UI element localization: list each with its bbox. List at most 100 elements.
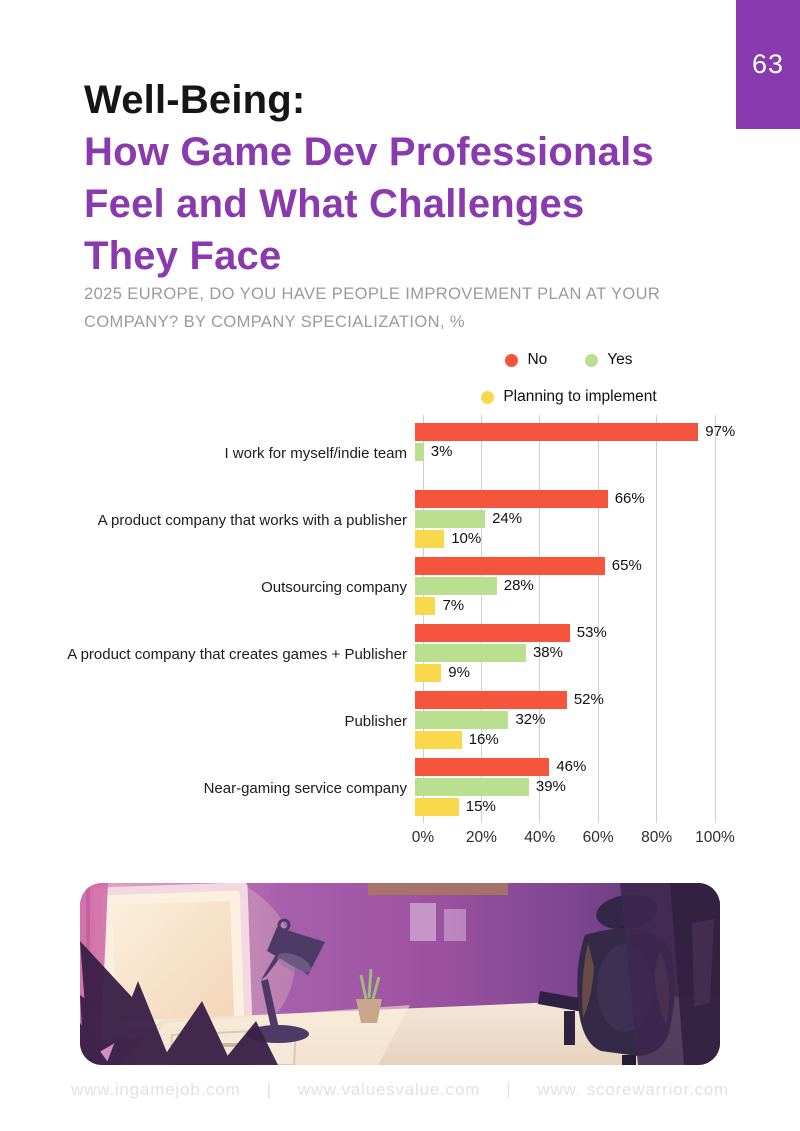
bar-slot: 7% — [415, 597, 707, 615]
bar-slot: 97% — [415, 423, 735, 441]
bar-slot: 28% — [415, 577, 707, 595]
x-axis-tick: 60% — [582, 829, 614, 846]
bar-no — [415, 557, 605, 575]
bar-slot: 32% — [415, 711, 707, 729]
footer-separator: | — [266, 1080, 272, 1099]
workspace-illustration-art — [80, 883, 720, 1065]
value-label: 32% — [515, 711, 546, 728]
legend-item-no: No — [505, 351, 547, 369]
legend-dot-yes-icon — [585, 353, 599, 367]
legend-label: Yes — [607, 351, 633, 368]
chart-category-row: I work for myself/indie team 97% 3% — [60, 420, 760, 487]
bar-track: 97% 3% — [415, 420, 735, 487]
legend-dot-no-icon — [505, 353, 519, 367]
bar-no — [415, 490, 608, 508]
page-number: 63 — [751, 49, 785, 79]
value-label: 3% — [430, 443, 453, 460]
bar-slot: 39% — [415, 778, 707, 796]
category-label: Near-gaming service company — [203, 779, 407, 797]
chart-legend-row-2: Planning to implement — [423, 388, 715, 406]
gridline — [656, 415, 658, 823]
bar-slot: 3% — [415, 443, 707, 461]
bar-planning-to-implement — [415, 530, 445, 548]
bar-track: 66% 24% 10% — [415, 487, 707, 554]
footer-link-www-valuesvalue-com[interactable]: www.valuesvalue.com — [297, 1080, 481, 1099]
bar-slot: 38% — [415, 644, 707, 662]
gridline — [480, 415, 482, 823]
value-label: 53% — [576, 624, 607, 641]
value-label: 65% — [611, 557, 642, 574]
bar-slot: 10% — [415, 530, 707, 548]
chart-gridlines — [422, 415, 716, 823]
bar-planning-to-implement — [415, 798, 459, 816]
bar-slot: 16% — [415, 731, 707, 749]
value-label: 9% — [448, 664, 470, 681]
value-label: 97% — [705, 423, 736, 440]
category-label: Publisher — [344, 712, 407, 730]
legend-label: No — [527, 351, 548, 368]
bar-yes — [415, 778, 529, 796]
value-label: 24% — [492, 510, 523, 527]
chart-legend-row-1: No Yes — [423, 351, 715, 369]
bar-slot: 53% — [415, 624, 707, 642]
footer-link-www-ingamejob-com[interactable]: www.ingamejob.com — [71, 1080, 241, 1099]
bar-slot: 46% — [415, 758, 707, 776]
legend-dot-planning-to-implement-icon — [481, 390, 495, 404]
bar-no — [415, 423, 699, 441]
title-line-black: Well-Being: — [84, 78, 306, 122]
bar-no — [415, 624, 570, 642]
chart-category-row: A product company that creates games + P… — [60, 621, 760, 688]
footer-links: www.ingamejob.com | www.valuesvalue.com | ww… — [0, 1080, 800, 1100]
x-axis-tick: 80% — [641, 829, 673, 846]
page-title: Well-Being: How Game Dev Professionals Fe… — [84, 74, 729, 282]
gridline — [714, 415, 716, 823]
footer-separator: | — [506, 1080, 512, 1099]
bar-slot: 65% — [415, 557, 707, 575]
bar-slot: 52% — [415, 691, 707, 709]
chart-category-row: Outsourcing company 65% 28% 7% — [60, 554, 760, 621]
bar-yes — [415, 711, 509, 729]
chart-category-row: Publisher 52% 32% 16% — [60, 688, 760, 755]
chart-category-row: A product company that works with a publ… — [60, 487, 760, 554]
bar-chart: I work for myself/indie team 97% 3% A produ… — [60, 415, 760, 855]
bar-planning-to-implement — [415, 664, 442, 682]
chart-category-row: Near-gaming service company 46% 39% 15% — [60, 755, 760, 822]
legend-item-planning-to-implement: Planning to implement — [481, 388, 657, 406]
value-label: 52% — [573, 691, 604, 708]
bar-yes — [415, 644, 526, 662]
bar-no — [415, 758, 550, 776]
page-number-tab: 63 — [736, 0, 800, 129]
footer-link-www-scorewarrior-com[interactable]: www. scorewarrior.com — [537, 1080, 729, 1099]
chart-rows: I work for myself/indie team 97% 3% A produ… — [60, 420, 760, 822]
bar-slot: 15% — [415, 798, 707, 816]
value-label: 39% — [535, 778, 566, 795]
value-label: 66% — [614, 490, 645, 507]
bar-track: 65% 28% 7% — [415, 554, 707, 621]
workspace-illustration — [80, 883, 720, 1065]
gridline — [539, 415, 541, 823]
bar-no — [415, 691, 567, 709]
value-label: 7% — [442, 597, 465, 614]
bar-planning-to-implement — [415, 597, 436, 615]
title-purple: How Game Dev Professionals Feel and What … — [84, 130, 654, 278]
legend-item-yes: Yes — [585, 351, 633, 369]
x-axis: 0% 20% 40% 60% 80% 100% — [412, 829, 735, 851]
bar-slot — [415, 463, 707, 481]
bar-track: 46% 39% 15% — [415, 755, 707, 822]
bar-yes — [415, 510, 486, 528]
bar-planning-to-implement — [415, 731, 462, 749]
gridline — [597, 415, 599, 823]
bar-track: 53% 38% 9% — [415, 621, 707, 688]
chart-subtitle: 2025 EUROPE, DO YOU HAVE PEOPLE IMPROVEM… — [84, 285, 661, 331]
category-label: Outsourcing company — [261, 578, 407, 596]
category-label: A product company that works with a publ… — [97, 511, 407, 529]
x-axis-tick: 20% — [465, 829, 497, 846]
bar-yes — [415, 443, 424, 461]
value-label: 38% — [532, 644, 563, 661]
bar-slot: 24% — [415, 510, 707, 528]
bar-yes — [415, 577, 497, 595]
value-label: 10% — [451, 530, 482, 547]
x-axis-tick: 100% — [695, 829, 735, 846]
category-label: A product company that creates games + P… — [67, 645, 407, 663]
